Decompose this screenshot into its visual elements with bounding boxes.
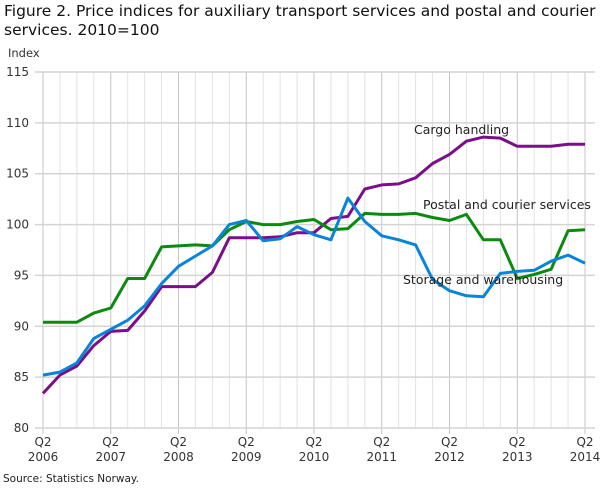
y-tick-label: 110	[6, 116, 29, 130]
x-tick-year: 2011	[366, 450, 397, 464]
x-tick-quarter: Q2	[238, 435, 255, 449]
x-tick-year: 2013	[502, 450, 533, 464]
series-label: Postal and courier services	[423, 197, 591, 212]
x-tick-quarter: Q2	[305, 435, 322, 449]
x-tick-year: 2009	[231, 450, 262, 464]
x-tick-quarter: Q2	[576, 435, 593, 449]
y-tick-label: 105	[6, 167, 29, 181]
x-tick-year: 2010	[299, 450, 330, 464]
x-tick-year: 2014	[570, 450, 601, 464]
y-tick-label: 85	[14, 370, 29, 384]
x-tick-quarter: Q2	[373, 435, 390, 449]
x-tick-year: 2008	[163, 450, 194, 464]
x-tick-quarter: Q2	[441, 435, 458, 449]
x-tick-year: 2006	[28, 450, 59, 464]
x-tick-year: 2012	[434, 450, 465, 464]
x-tick-quarter: Q2	[102, 435, 119, 449]
series-label: Cargo handling	[414, 122, 509, 137]
x-tick-quarter: Q2	[509, 435, 526, 449]
y-tick-label: 115	[6, 65, 29, 79]
y-tick-label: 90	[14, 319, 29, 333]
y-axis-label: Index	[8, 46, 40, 60]
x-tick-quarter: Q2	[34, 435, 51, 449]
y-tick-label: 80	[14, 421, 29, 435]
chart-title: Figure 2. Price indices for auxiliary tr…	[4, 2, 596, 39]
x-tick-quarter: Q2	[170, 435, 187, 449]
source-note: Source: Statistics Norway.	[3, 473, 139, 485]
y-tick-label: 100	[6, 218, 29, 232]
y-tick-label: 95	[14, 268, 29, 282]
x-tick-year: 2007	[95, 450, 126, 464]
series-label: Storage and warehousing	[403, 272, 563, 287]
